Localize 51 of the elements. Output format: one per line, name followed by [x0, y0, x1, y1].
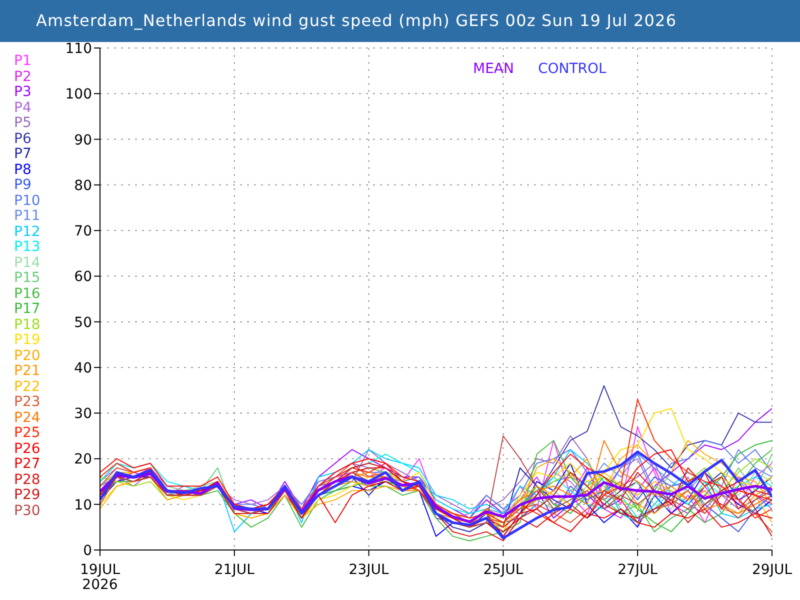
y-tick-label: 110 [65, 41, 92, 57]
y-tick-label: 60 [74, 269, 92, 286]
x-tick-label: 21JUL [214, 562, 255, 578]
y-tick-label: 30 [74, 406, 92, 422]
text: P12 [14, 224, 40, 240]
text: P18 [14, 316, 40, 333]
text: P24 [14, 410, 40, 426]
text: P29 [14, 487, 40, 504]
text: P13 [14, 239, 40, 256]
x-tick-label: 29JUL [752, 562, 792, 578]
text: P22 [14, 378, 40, 395]
text: P17 [14, 301, 40, 318]
text: P20 [14, 348, 40, 364]
chart-title: Amsterdam_Netherlands wind gust speed (mph) GEFS 00z Sun 19 Jul 2026 [0, 0, 800, 42]
text: MEAN [473, 61, 514, 77]
text: P14 [14, 254, 40, 271]
text: P25 [14, 425, 40, 442]
text: P10 [14, 192, 40, 209]
y-tick-label: 20 [74, 452, 92, 468]
text: P27 [14, 456, 40, 472]
text: P16 [14, 286, 40, 302]
text: CONTROL [538, 61, 606, 77]
text: P21 [14, 363, 40, 380]
x-tick-label: 19JUL 2026 [80, 562, 120, 593]
y-tick-label: 40 [74, 360, 92, 376]
y-tick-label: 100 [65, 86, 92, 103]
text: P3 [14, 84, 32, 100]
text: P1 [14, 53, 32, 70]
text: P19 [14, 332, 40, 348]
text: P4 [14, 100, 32, 116]
y-tick-label: 90 [74, 132, 92, 148]
text: P7 [14, 146, 32, 162]
y-tick-label: 10 [74, 497, 92, 514]
x-tick-label: 25JUL [483, 562, 524, 578]
text: P11 [14, 208, 40, 224]
x-tick-label: 23JUL [348, 562, 389, 578]
y-tick-label: 80 [74, 178, 92, 194]
text: P5 [14, 115, 32, 132]
text: P30 [14, 502, 40, 519]
text: P6 [14, 130, 32, 147]
text: P2 [14, 68, 32, 85]
y-tick-label: 70 [74, 224, 92, 240]
text: P23 [14, 394, 40, 410]
y-tick-label: 0 [83, 543, 92, 559]
x-tick-label: 27JUL [618, 562, 658, 578]
text: P9 [14, 177, 32, 194]
text: P8 [14, 162, 32, 178]
y-tick-label: 50 [74, 314, 92, 331]
text: P26 [14, 440, 40, 457]
text: P28 [14, 472, 40, 488]
text: P15 [14, 270, 40, 286]
